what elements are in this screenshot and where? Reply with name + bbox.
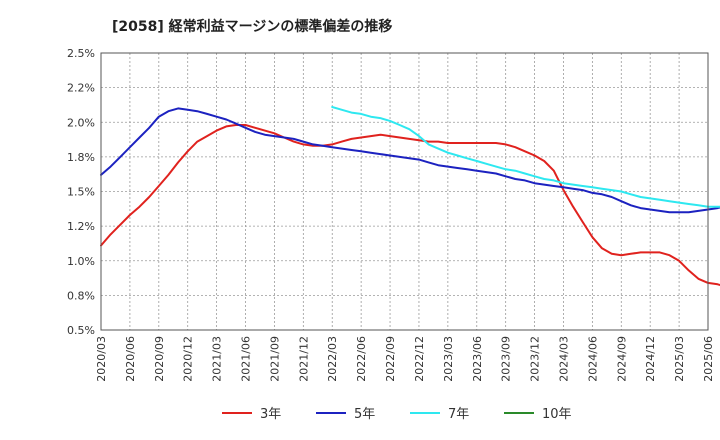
chart-title: [2058] 経常利益マージンの標準偏差の推移 <box>112 18 392 35</box>
x-tick-label: 2020/12 <box>182 336 195 382</box>
x-tick-label: 2023/06 <box>471 336 484 382</box>
legend-label: 7年 <box>448 407 469 422</box>
y-tick-label: 1.0% <box>67 255 95 268</box>
x-tick-label: 2023/09 <box>500 336 513 382</box>
y-tick-label: 1.5% <box>67 186 95 199</box>
x-tick-label: 2020/06 <box>124 336 137 382</box>
y-tick-label: 2.5% <box>67 47 95 60</box>
x-tick-label: 2021/03 <box>211 336 224 382</box>
y-axis-tick-labels: 2.5% 2.2% 2.0% 1.8% 1.5% 1.2% 1.0% 0.8% 0.5% <box>67 47 95 337</box>
y-tick-label: 0.5% <box>67 324 95 337</box>
x-tick-label: 2022/12 <box>413 336 426 382</box>
x-tick-label: 2024/03 <box>557 336 570 382</box>
x-tick-label: 2021/06 <box>240 336 253 382</box>
x-tick-label: 2025/06 <box>702 336 715 382</box>
x-tick-label: 2024/09 <box>615 336 628 382</box>
grid <box>101 53 708 330</box>
y-tick-label: 2.0% <box>67 116 95 129</box>
y-tick-label: 1.2% <box>67 220 95 233</box>
legend-label: 3年 <box>260 407 281 422</box>
y-tick-label: 0.8% <box>67 289 95 302</box>
series-line-2 <box>100 107 720 214</box>
x-tick-label: 2022/03 <box>326 336 339 382</box>
x-tick-label: 2025/03 <box>673 336 686 382</box>
x-tick-label: 2020/09 <box>153 336 166 382</box>
legend: 3年 5年 7年 10年 <box>222 407 572 422</box>
x-tick-label: 2021/12 <box>297 336 310 382</box>
y-tick-label: 2.2% <box>67 82 95 95</box>
x-tick-label: 2024/06 <box>586 336 599 382</box>
y-tick-label: 1.8% <box>67 151 95 164</box>
plot-area-frame <box>100 52 709 331</box>
x-tick-label: 2023/12 <box>529 336 542 382</box>
series-line-1 <box>100 124 720 287</box>
x-tick-label: 2023/03 <box>442 336 455 382</box>
x-tick-label: 2022/09 <box>384 336 397 382</box>
legend-label: 10年 <box>542 407 572 422</box>
x-tick-label: 2022/06 <box>355 336 368 382</box>
legend-label: 5年 <box>354 407 375 422</box>
series-lines <box>100 106 720 287</box>
x-tick-label: 2021/09 <box>268 336 281 382</box>
series-line-3 <box>331 106 720 208</box>
x-tick-label: 2020/03 <box>95 336 108 382</box>
x-axis-tick-labels: 2020/03 2020/06 2020/09 2020/12 2021/03 2021/… <box>95 336 715 382</box>
x-tick-label: 2024/12 <box>644 336 657 382</box>
